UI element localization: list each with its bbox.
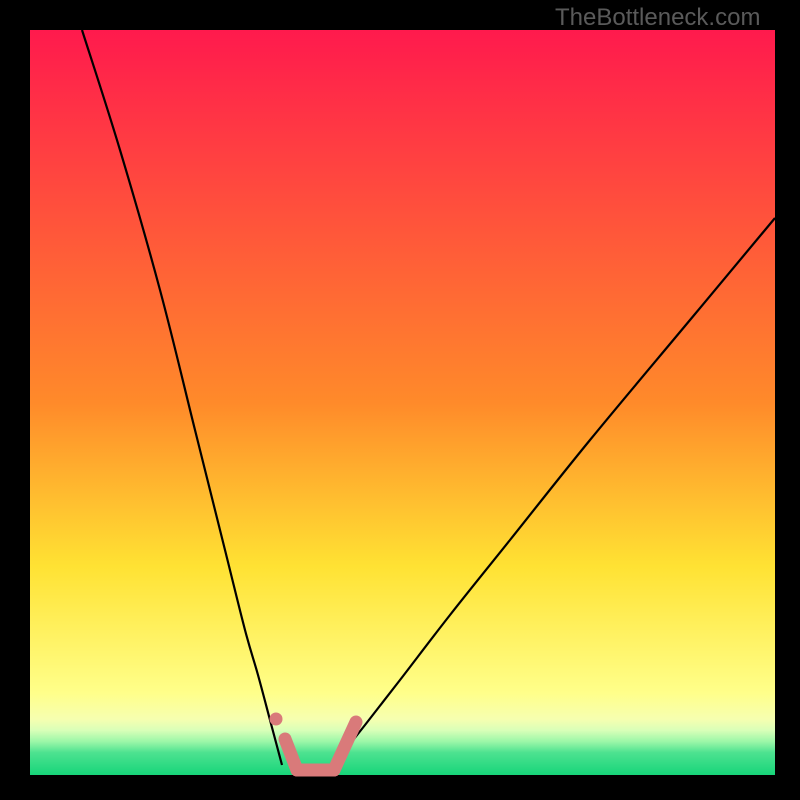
- plot-background: [30, 30, 775, 775]
- watermark-text: TheBottleneck.com: [555, 4, 760, 32]
